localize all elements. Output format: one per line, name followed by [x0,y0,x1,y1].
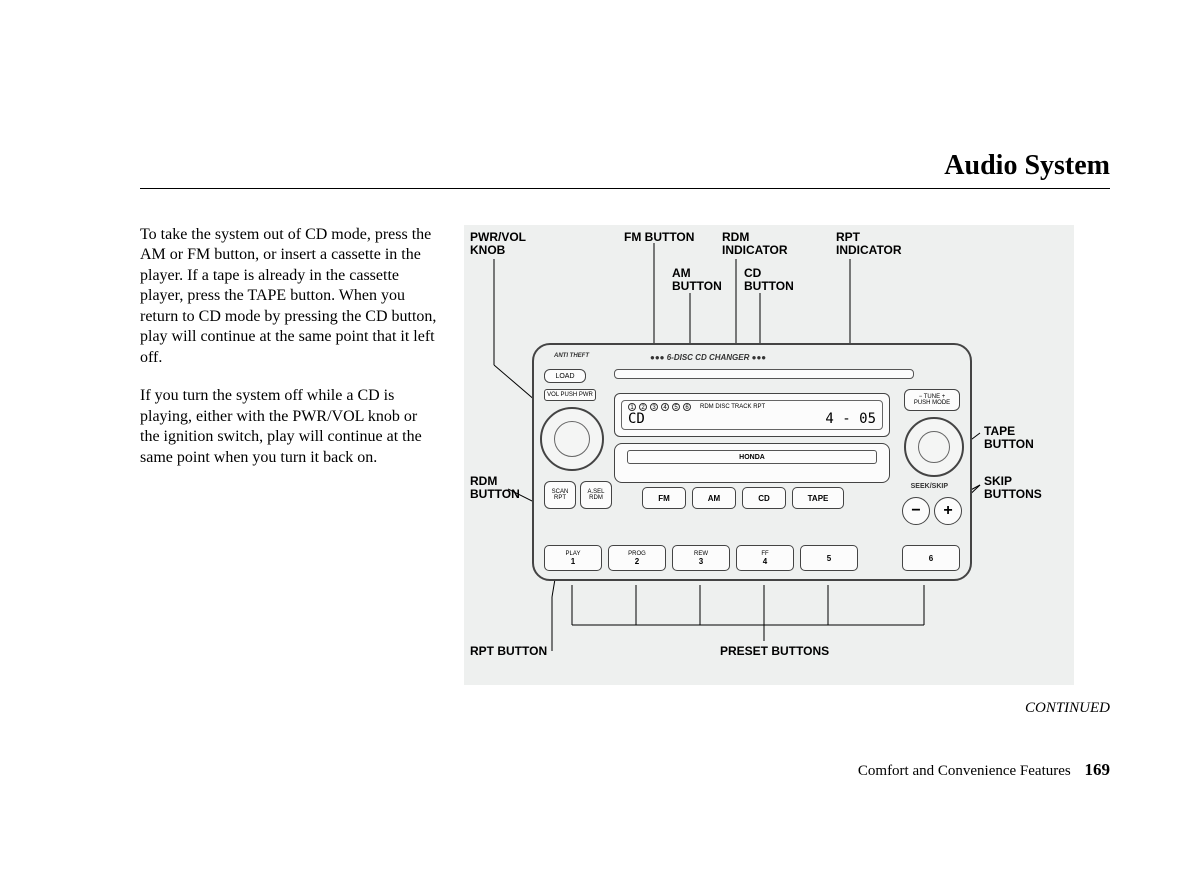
fm-button: FM [642,487,686,509]
asel-rdm-button: A.SEL RDM [580,481,612,509]
anti-theft-label: ANTI THEFT [554,353,589,359]
scan-rpt-button: SCAN RPT [544,481,576,509]
page-title: Audio System [140,150,1110,189]
cassette-area: HONDA [614,443,890,483]
preset-6: 6 [902,545,960,571]
manual-page: Audio System To take the system out of C… [0,0,1200,892]
tape-button: TAPE [792,487,844,509]
tune-knob [904,417,964,477]
lcd-panel: 1 2 3 4 5 6 RDM DISC TRACK RPT CD 4 - 0 [614,393,890,437]
tune-mode-label: − TUNE + PUSH MODE [904,389,960,411]
continued-label: CONTINUED [1025,700,1110,717]
seek-skip-label: SEEK/SKIP [911,483,948,490]
preset-3: REW3 [672,545,730,571]
cassette-slot: HONDA [627,450,877,464]
mode-button-row: FM AM CD TAPE [642,487,844,509]
preset-4: FF4 [736,545,794,571]
section-name: Comfort and Convenience Features [858,763,1071,779]
footer: Comfort and Convenience Features 169 [858,760,1110,780]
cd-changer-label: ●●● 6-DISC CD CHANGER ●●● [650,353,766,362]
radio-diagram: PWR/VOL KNOB FM BUTTON RDM INDICATOR RPT… [464,225,1074,685]
diagram-column: PWR/VOL KNOB FM BUTTON RDM INDICATOR RPT… [464,225,1110,685]
preset-5: 5 [800,545,858,571]
cd-button: CD [742,487,786,509]
paragraph-2: If you turn the system off while a CD is… [140,386,440,468]
preset-1: PLAY1 [544,545,602,571]
skip-plus-button: + [934,497,962,525]
preset-row: PLAY1 PROG2 REW3 FF4 5 [544,545,858,571]
body-text-column: To take the system out of CD mode, press… [140,225,440,685]
lcd-inner: 1 2 3 4 5 6 RDM DISC TRACK RPT CD 4 - 0 [621,400,883,430]
content-row: To take the system out of CD mode, press… [140,225,1110,685]
skip-minus-button: − [902,497,930,525]
lcd-top-row: 1 2 3 4 5 6 RDM DISC TRACK RPT [628,403,876,411]
page-number: 169 [1085,760,1111,779]
am-button: AM [692,487,736,509]
preset-2: PROG2 [608,545,666,571]
vol-pwr-label: VOL PUSH PWR [544,389,596,401]
pwr-vol-knob [540,407,604,471]
lcd-main-readout: CD 4 - 05 [628,411,876,427]
paragraph-1: To take the system out of CD mode, press… [140,225,440,368]
radio-faceplate: ANTI THEFT ●●● 6-DISC CD CHANGER ●●● LOA… [532,343,972,581]
cd-slot [614,369,914,379]
load-button: LOAD [544,369,586,383]
